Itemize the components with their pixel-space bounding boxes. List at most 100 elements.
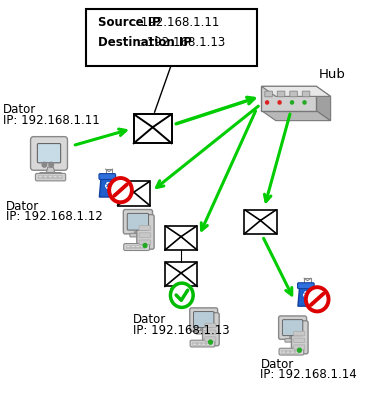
- Text: IP: 192.168.1.11: IP: 192.168.1.11: [3, 114, 100, 127]
- FancyBboxPatch shape: [202, 342, 205, 344]
- FancyBboxPatch shape: [265, 91, 272, 97]
- Polygon shape: [46, 167, 55, 174]
- Circle shape: [109, 178, 132, 202]
- FancyBboxPatch shape: [291, 350, 295, 352]
- Polygon shape: [165, 226, 197, 250]
- Circle shape: [42, 162, 46, 167]
- Polygon shape: [262, 86, 331, 96]
- Text: Dator: Dator: [3, 103, 36, 116]
- FancyBboxPatch shape: [190, 308, 218, 331]
- FancyBboxPatch shape: [206, 344, 210, 345]
- FancyBboxPatch shape: [53, 175, 57, 177]
- FancyBboxPatch shape: [48, 177, 52, 179]
- FancyBboxPatch shape: [294, 345, 305, 350]
- FancyBboxPatch shape: [262, 86, 316, 111]
- Polygon shape: [99, 177, 115, 197]
- FancyBboxPatch shape: [53, 177, 57, 179]
- FancyBboxPatch shape: [126, 247, 130, 249]
- Circle shape: [266, 101, 268, 104]
- Text: Dator: Dator: [260, 358, 294, 371]
- FancyBboxPatch shape: [279, 348, 304, 355]
- Polygon shape: [298, 287, 314, 306]
- FancyBboxPatch shape: [130, 233, 141, 237]
- FancyBboxPatch shape: [282, 319, 303, 336]
- FancyBboxPatch shape: [281, 350, 285, 352]
- Polygon shape: [316, 86, 331, 120]
- FancyBboxPatch shape: [31, 137, 68, 170]
- FancyBboxPatch shape: [139, 233, 151, 237]
- Polygon shape: [165, 262, 197, 287]
- FancyBboxPatch shape: [285, 339, 295, 342]
- Text: Source IP: Source IP: [98, 16, 161, 29]
- FancyBboxPatch shape: [205, 337, 216, 341]
- FancyBboxPatch shape: [58, 177, 62, 179]
- FancyBboxPatch shape: [136, 245, 140, 247]
- FancyBboxPatch shape: [136, 247, 140, 249]
- FancyBboxPatch shape: [131, 245, 135, 247]
- FancyBboxPatch shape: [193, 344, 197, 345]
- FancyBboxPatch shape: [43, 177, 47, 179]
- FancyBboxPatch shape: [48, 175, 52, 177]
- FancyBboxPatch shape: [86, 9, 257, 66]
- FancyBboxPatch shape: [279, 316, 306, 339]
- FancyBboxPatch shape: [131, 247, 135, 249]
- FancyBboxPatch shape: [295, 352, 299, 353]
- Text: : 192.168.1.13: : 192.168.1.13: [139, 36, 226, 49]
- FancyBboxPatch shape: [197, 342, 201, 344]
- FancyBboxPatch shape: [123, 210, 152, 234]
- FancyBboxPatch shape: [126, 245, 130, 247]
- Text: Dator: Dator: [6, 200, 40, 213]
- Polygon shape: [262, 111, 331, 120]
- Circle shape: [303, 101, 306, 104]
- FancyBboxPatch shape: [190, 340, 215, 347]
- FancyBboxPatch shape: [196, 330, 207, 334]
- FancyBboxPatch shape: [38, 177, 42, 179]
- Polygon shape: [134, 114, 172, 143]
- FancyBboxPatch shape: [290, 91, 297, 97]
- Circle shape: [278, 101, 281, 104]
- FancyBboxPatch shape: [137, 214, 154, 249]
- FancyBboxPatch shape: [197, 344, 201, 345]
- FancyBboxPatch shape: [206, 342, 210, 344]
- FancyBboxPatch shape: [141, 247, 145, 249]
- FancyBboxPatch shape: [286, 352, 290, 353]
- FancyBboxPatch shape: [35, 173, 66, 181]
- Circle shape: [291, 101, 293, 104]
- Text: ♻: ♻: [301, 289, 310, 300]
- FancyBboxPatch shape: [205, 330, 216, 335]
- FancyBboxPatch shape: [205, 323, 216, 328]
- FancyBboxPatch shape: [99, 174, 116, 179]
- FancyBboxPatch shape: [286, 350, 290, 352]
- Text: IP: 192.168.1.14: IP: 192.168.1.14: [260, 368, 357, 381]
- FancyBboxPatch shape: [40, 173, 62, 177]
- FancyBboxPatch shape: [202, 344, 205, 345]
- FancyBboxPatch shape: [295, 350, 299, 352]
- FancyBboxPatch shape: [302, 91, 310, 97]
- Text: IP: 192.168.1.13: IP: 192.168.1.13: [133, 324, 230, 337]
- FancyBboxPatch shape: [281, 352, 285, 353]
- Circle shape: [143, 243, 147, 247]
- FancyBboxPatch shape: [139, 225, 151, 230]
- Text: Hub: Hub: [319, 68, 346, 81]
- FancyBboxPatch shape: [124, 243, 150, 251]
- Text: Destination IP: Destination IP: [98, 36, 192, 49]
- Text: : 192.168.1.11: : 192.168.1.11: [132, 16, 219, 29]
- FancyBboxPatch shape: [139, 240, 151, 245]
- FancyBboxPatch shape: [58, 175, 62, 177]
- FancyBboxPatch shape: [127, 213, 149, 230]
- Text: Dator: Dator: [133, 313, 166, 326]
- Circle shape: [209, 340, 212, 344]
- FancyBboxPatch shape: [277, 91, 285, 97]
- FancyBboxPatch shape: [193, 342, 197, 344]
- Polygon shape: [118, 181, 150, 206]
- Circle shape: [306, 287, 329, 311]
- FancyBboxPatch shape: [291, 321, 308, 354]
- Circle shape: [170, 283, 193, 307]
- FancyBboxPatch shape: [43, 175, 47, 177]
- Text: IP: 192.168.1.12: IP: 192.168.1.12: [6, 210, 103, 223]
- Polygon shape: [244, 210, 276, 234]
- FancyBboxPatch shape: [141, 245, 145, 247]
- Circle shape: [49, 162, 53, 167]
- FancyBboxPatch shape: [294, 331, 305, 336]
- Circle shape: [298, 348, 301, 352]
